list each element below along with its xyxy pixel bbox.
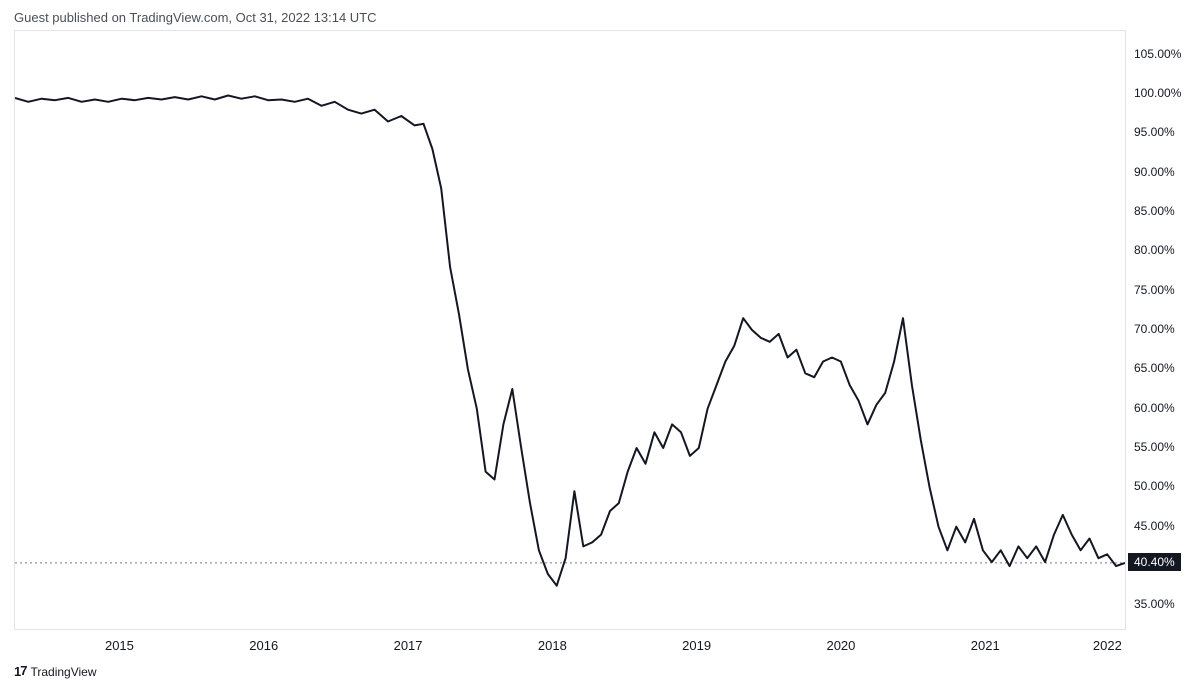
y-tick-label: 105.00%: [1134, 47, 1181, 61]
footer-brand: 17 TradingView: [14, 664, 97, 679]
y-tick-label: 55.00%: [1134, 440, 1175, 454]
y-tick-label: 50.00%: [1134, 479, 1175, 493]
x-tick-label: 2016: [249, 638, 278, 653]
y-tick-label: 95.00%: [1134, 125, 1175, 139]
x-tick-label: 2017: [394, 638, 423, 653]
x-tick-label: 2015: [105, 638, 134, 653]
y-tick-label: 70.00%: [1134, 322, 1175, 336]
y-tick-label: 100.00%: [1134, 86, 1181, 100]
publish-info: Guest published on TradingView.com, Oct …: [14, 10, 377, 25]
chart-container: Guest published on TradingView.com, Oct …: [0, 0, 1200, 689]
x-tick-label: 2020: [826, 638, 855, 653]
chart-plot-area[interactable]: [14, 30, 1126, 630]
y-tick-label: 85.00%: [1134, 204, 1175, 218]
x-tick-label: 2021: [971, 638, 1000, 653]
chart-svg: [15, 31, 1125, 629]
price-line: [15, 96, 1125, 586]
y-tick-label: 90.00%: [1134, 165, 1175, 179]
y-axis: 105.00% 100.00% 95.00% 90.00% 85.00% 80.00% 75…: [1128, 30, 1188, 628]
y-tick-label: 75.00%: [1134, 283, 1175, 297]
x-tick-label: 2018: [538, 638, 567, 653]
y-tick-label: 65.00%: [1134, 361, 1175, 375]
x-tick-label: 2022: [1093, 638, 1122, 653]
current-value-badge: 40.40%: [1128, 553, 1181, 571]
brand-label: TradingView: [30, 665, 96, 679]
y-tick-label: 60.00%: [1134, 401, 1175, 415]
x-axis: 2015 2016 2017 2018 2019 2020 2021 2022: [14, 630, 1124, 660]
y-tick-label: 35.00%: [1134, 597, 1175, 611]
x-tick-label: 2019: [682, 638, 711, 653]
tradingview-logo-icon: 17: [14, 664, 26, 679]
y-tick-label: 80.00%: [1134, 243, 1175, 257]
y-tick-label: 45.00%: [1134, 519, 1175, 533]
